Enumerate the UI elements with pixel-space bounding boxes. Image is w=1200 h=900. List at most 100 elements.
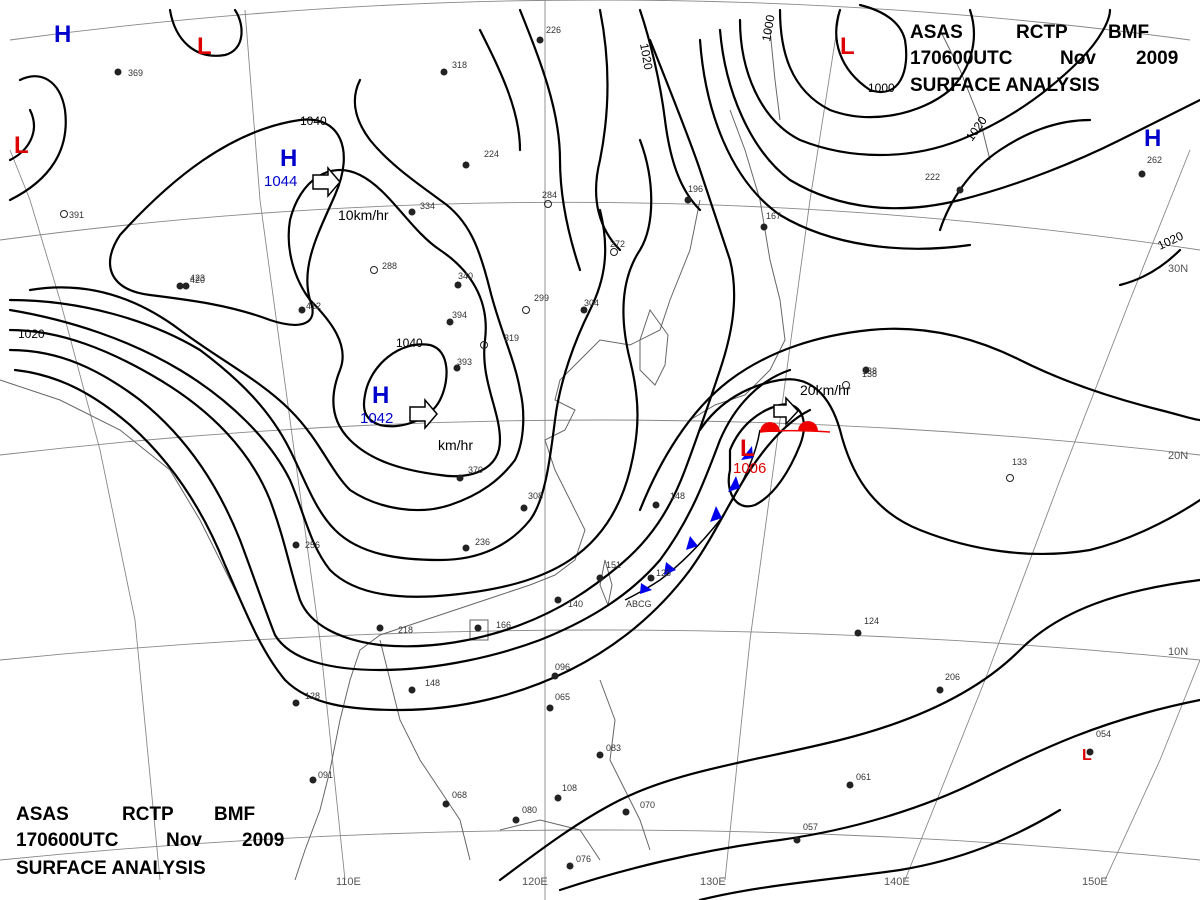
svg-text:070: 070 — [640, 800, 655, 810]
parallel-40n — [9, 0, 1191, 41]
svg-text:138: 138 — [862, 366, 877, 376]
longitude-label: 110E — [336, 876, 361, 888]
svg-text:148: 148 — [425, 678, 440, 688]
svg-text:080: 080 — [522, 805, 537, 815]
motion-arrow-1044 — [312, 165, 341, 199]
isobars — [8, 3, 1200, 900]
station-plot: 151 — [596, 560, 621, 582]
isobar-1020-north — [638, 8, 702, 212]
coast-asia-mainland — [294, 199, 701, 881]
svg-text:148: 148 — [670, 491, 685, 501]
cold-front-barb-1 — [741, 446, 753, 460]
isobar-1012-top-left — [168, 8, 243, 57]
station-plot: 138 — [862, 366, 877, 376]
isobar-1024 — [8, 138, 653, 598]
meridian-110e — [244, 9, 346, 881]
station-plot: 148 — [408, 678, 440, 694]
isobar-1000-ne — [835, 3, 908, 93]
station-plot: 108 — [554, 783, 577, 802]
station-plot: 412 — [298, 301, 321, 314]
svg-text:206: 206 — [945, 672, 960, 682]
high-center-letter: H — [280, 145, 297, 172]
station-plot: 222 — [925, 172, 964, 194]
title-year: 2009 — [242, 830, 284, 851]
latitude-label: 20N — [1168, 450, 1188, 462]
longitude-label: 140E — [884, 876, 910, 888]
title-product-code: ASAS — [16, 804, 69, 825]
station-plot: 319 — [480, 333, 519, 349]
svg-text:256: 256 — [305, 540, 320, 550]
title-year: 2009 — [1136, 48, 1178, 69]
svg-text:262: 262 — [1147, 155, 1162, 165]
svg-text:284: 284 — [542, 190, 557, 200]
svg-text:412: 412 — [306, 301, 321, 311]
svg-text:423: 423 — [190, 273, 205, 283]
title-center-code: BMF — [214, 804, 255, 825]
isobar-1016-north — [594, 8, 622, 252]
isobar-1040-central — [362, 343, 448, 428]
svg-text:068: 068 — [452, 790, 467, 800]
isobar-1012-north — [518, 8, 582, 272]
station-plot: 167 — [760, 211, 781, 231]
svg-text:304: 304 — [584, 298, 599, 308]
svg-text:138: 138 — [862, 369, 877, 379]
coast-kamchatka — [939, 29, 991, 161]
station-plot: 304 — [580, 298, 599, 314]
station-plot: 299 — [522, 293, 549, 314]
isobar-1012-se — [498, 578, 1200, 882]
isobar-1020-ne — [938, 118, 1092, 232]
isobar-1004-se — [698, 808, 1062, 900]
coast-borneo — [499, 819, 601, 861]
station-plot: 394 — [446, 310, 467, 326]
isobar-1016 — [8, 348, 792, 672]
station-plot: 133 — [1006, 457, 1027, 482]
isobar-label: 1040 — [396, 336, 423, 350]
svg-text:420: 420 — [190, 275, 205, 285]
low-center-letter: L — [740, 435, 755, 462]
title-analysis-label: SURFACE ANALYSIS — [910, 75, 1100, 96]
svg-text:091: 091 — [318, 770, 333, 780]
parallel-30n — [0, 201, 1200, 251]
coast-india — [0, 379, 241, 601]
coast-indochina — [379, 639, 471, 861]
svg-text:299: 299 — [534, 293, 549, 303]
svg-text:222: 222 — [925, 172, 940, 182]
svg-text:061: 061 — [856, 772, 871, 782]
svg-text:124: 124 — [864, 616, 879, 626]
svg-text:308: 308 — [528, 491, 543, 501]
title-month: Nov — [1060, 48, 1096, 69]
svg-text:057: 057 — [803, 822, 818, 832]
isobar-1004-ne — [778, 8, 975, 119]
station-plot: 091 — [309, 770, 333, 784]
svg-text:054: 054 — [1096, 729, 1111, 739]
title-block-top: ASAS RCTP BMF 170600UTC Nov 2009 SURFACE… — [910, 22, 1178, 96]
isobar-label: 1020 — [18, 327, 45, 341]
svg-text:334: 334 — [420, 201, 435, 211]
parallel-20n — [0, 419, 1200, 456]
isobar-1012-ne — [718, 28, 1200, 210]
station-plot: 128 — [292, 691, 320, 707]
meridian-150e — [1104, 659, 1200, 881]
svg-text:166: 166 — [496, 620, 511, 630]
meridian-130e — [724, 9, 841, 881]
cold-front-barb-4 — [686, 536, 698, 550]
station-plot: 340 — [454, 271, 473, 289]
svg-text:151: 151 — [606, 560, 621, 570]
isobar-1016-east — [638, 327, 1200, 512]
title-station-code: RCTP — [122, 804, 174, 825]
motion-arrows: 10km/hr km/hr 20km/hr — [312, 165, 851, 453]
station-plot: 370 — [456, 465, 483, 482]
title-block-bottom: ASAS RCTP BMF 170600UTC Nov 2009 SURFACE… — [16, 804, 284, 879]
station-plot: 369 — [114, 68, 143, 78]
station-plot: 284 — [542, 190, 557, 208]
station-plot: 070 — [622, 800, 655, 816]
isobar-1012 — [13, 368, 812, 712]
pressure-centers: H L L H 1044 H 1042 L H L 1006 L — [14, 21, 1161, 764]
isobar-1020-far-east — [1118, 248, 1182, 287]
svg-text:318: 318 — [452, 60, 467, 70]
svg-text:167: 167 — [766, 211, 781, 221]
front-label: ABCG — [626, 599, 652, 609]
svg-text:196: 196 — [688, 184, 703, 194]
svg-text:391: 391 — [69, 210, 84, 220]
